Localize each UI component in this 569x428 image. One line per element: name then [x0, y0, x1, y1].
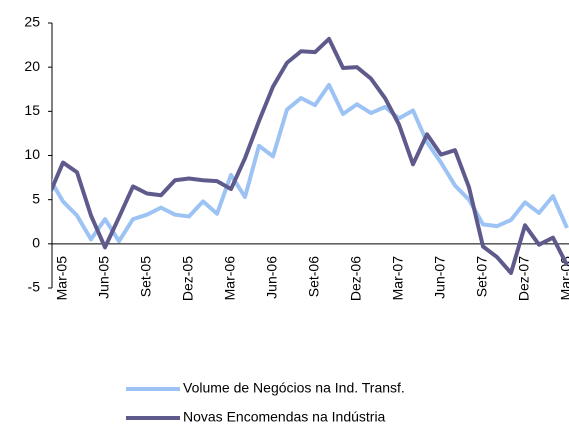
x-tick-label: Set-05: [138, 256, 154, 297]
y-tick-label: -5: [28, 279, 41, 295]
x-tick-label: Mar-07: [390, 256, 406, 301]
y-tick-label: 20: [24, 58, 40, 74]
y-tick-label: 15: [24, 102, 40, 118]
x-tick-label: Dez-05: [180, 256, 196, 301]
x-tick-label: Jun-05: [96, 256, 112, 299]
x-tick-label: Mar-05: [54, 256, 70, 301]
x-tick-label: Jun-06: [264, 256, 280, 299]
y-tick-label: 25: [24, 14, 40, 30]
legend-label: Novas Encomendas na Indústria: [183, 409, 386, 425]
series-line: [52, 36, 569, 275]
x-tick-label: Dez-07: [516, 256, 532, 301]
x-tick-label: Jun-07: [432, 256, 448, 299]
series-line: [52, 82, 569, 244]
x-tick-label: Set-07: [474, 256, 490, 297]
y-tick-label: 5: [32, 190, 40, 206]
legend-label: Volume de Negócios na Ind. Transf.: [183, 380, 405, 396]
x-tick-label: Mar-06: [222, 256, 238, 301]
y-tick-label: 0: [32, 235, 40, 251]
y-tick-label: 10: [24, 146, 40, 162]
x-tick-label: Mar-08: [558, 256, 569, 301]
x-tick-label: Set-06: [306, 256, 322, 297]
x-tick-label: Dez-06: [348, 256, 364, 301]
plot-area: [52, 36, 569, 275]
